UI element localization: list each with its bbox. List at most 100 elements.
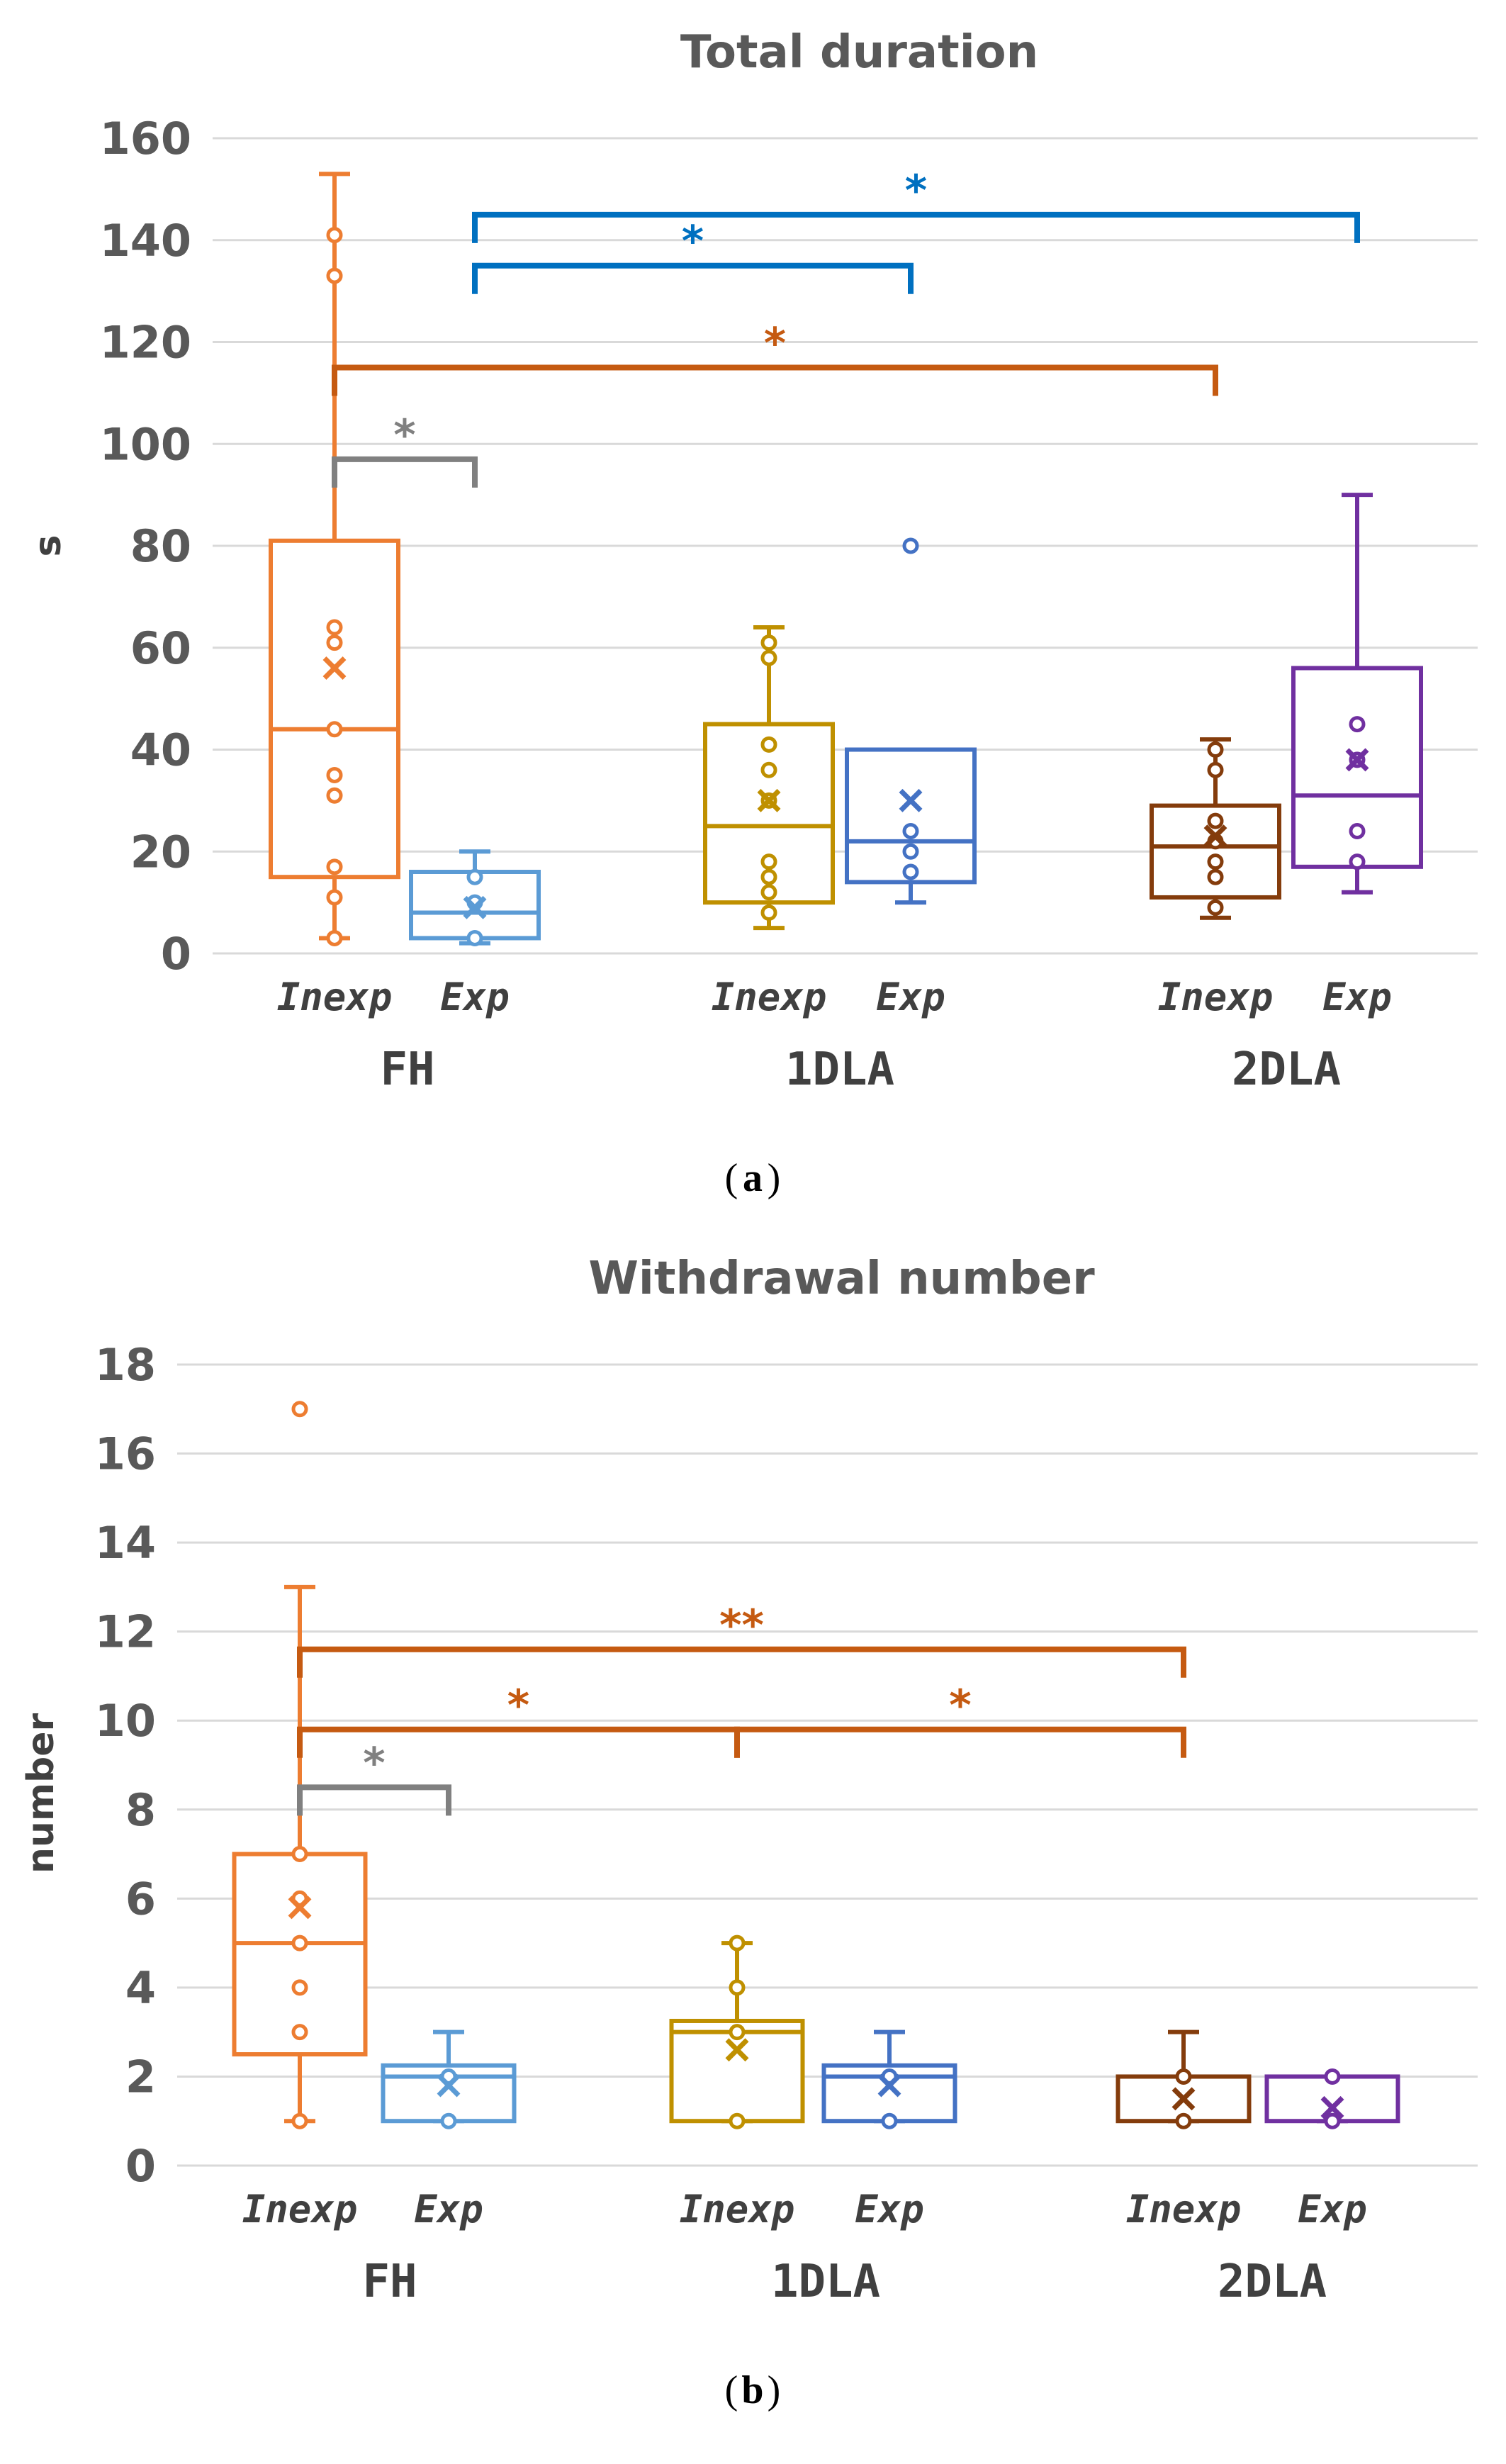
mean-marker <box>463 895 487 919</box>
chart1-caption-close: ) <box>768 1156 781 1200</box>
chart1-caption-letter: a <box>743 1156 763 1200</box>
chart2-significance-label: ** <box>719 1601 764 1650</box>
chart2-subgroup-label: Inexp <box>242 2187 358 2231</box>
chart1-y-tick-label: 80 <box>130 520 191 572</box>
data-point <box>291 1979 308 1996</box>
chart2-y-tick-label: 6 <box>125 1873 156 1925</box>
chart1-y-axis-label: s <box>27 535 69 557</box>
chart2-y-tick-label: 2 <box>125 2051 156 2102</box>
chart1-group-label: 2DLA <box>1232 1043 1341 1096</box>
data-point <box>881 2112 898 2129</box>
data-point <box>326 766 343 783</box>
data-point <box>1207 899 1224 916</box>
mean-marker <box>288 1895 312 1920</box>
chart1-title: Total duration <box>680 26 1038 79</box>
chart1-caption-open: ( <box>725 1156 738 1200</box>
data-point <box>326 721 343 738</box>
chart1-y-tick-label: 60 <box>130 622 191 674</box>
data-point <box>1349 716 1366 733</box>
data-point <box>902 843 919 860</box>
chart2-significance-bracket <box>297 1784 451 1816</box>
data-point <box>326 634 343 651</box>
mean-marker <box>322 656 347 680</box>
chart2-title: Withdrawal number <box>588 1253 1095 1305</box>
data-point <box>760 649 777 666</box>
chart1-box-1dla-exp <box>845 537 977 905</box>
chart2-caption-letter: b <box>741 2368 763 2412</box>
chart2-y-tick-label: 0 <box>125 2140 156 2192</box>
data-point <box>291 1934 308 1951</box>
chart1-subgroup-label: Inexp <box>277 975 393 1019</box>
chart2-y-tick-label: 16 <box>95 1428 156 1480</box>
chart2-significance-label: * <box>363 1738 385 1788</box>
data-point <box>1207 812 1224 829</box>
chart2-significance-bracket <box>297 1646 1186 1678</box>
data-point <box>902 537 919 554</box>
data-point <box>729 1979 746 1996</box>
data-point <box>1207 741 1224 758</box>
chart2-significance-label: * <box>507 1681 529 1730</box>
chart2-subgroup-label: Inexp <box>680 2187 795 2231</box>
chart1-subgroup-label: Inexp <box>1158 975 1274 1019</box>
chart2-y-tick-label: 4 <box>125 1962 156 2014</box>
data-point <box>1349 823 1366 839</box>
data-point <box>760 634 777 651</box>
chart1-significance-bracket <box>472 211 1360 243</box>
chart1-y-tick-label: 160 <box>100 113 191 164</box>
chart2-subgroup-label: Exp <box>414 2187 483 2231</box>
data-point <box>326 889 343 906</box>
chart1-box-fh-inexp <box>269 172 400 946</box>
chart1-subgroup-label: Inexp <box>712 975 827 1019</box>
data-point <box>902 863 919 880</box>
data-point <box>1324 2112 1341 2129</box>
chart2-box-fh-inexp <box>232 1401 368 2129</box>
data-point <box>729 1934 746 1951</box>
chart2-y-tick-label: 10 <box>95 1695 156 1747</box>
chart1-y-tick-label: 120 <box>100 317 191 369</box>
chart2-subgroup-label: Exp <box>855 2187 924 2231</box>
mean-marker <box>437 2073 461 2098</box>
chart2-box-2dla-exp <box>1264 2068 1400 2129</box>
chart2-y-tick-label: 8 <box>125 1784 156 1836</box>
chart2-box-2dla-inexp <box>1116 2029 1252 2129</box>
data-point <box>466 929 483 946</box>
chart1-subgroup-label: Exp <box>1322 975 1392 1019</box>
data-point <box>291 1401 308 1418</box>
data-point <box>1207 868 1224 885</box>
chart2-y-axis-label: number <box>20 1713 62 1874</box>
chart2-group-label: 1DLA <box>771 2256 880 2308</box>
data-point <box>326 787 343 804</box>
data-point <box>1207 853 1224 870</box>
data-point <box>440 2112 457 2129</box>
mean-marker <box>757 788 781 812</box>
chart1-significance-label: * <box>682 217 704 267</box>
chart2-box-fh-exp <box>381 2029 517 2129</box>
chart2-box-1dla-exp <box>821 2029 957 2129</box>
chart1-significance-label: * <box>905 166 927 215</box>
data-point <box>291 2024 308 2041</box>
data-point <box>1324 2068 1341 2085</box>
iqr-box <box>269 538 400 880</box>
chart2-group-label: FH <box>362 2256 417 2308</box>
chart2-y-tick-label: 12 <box>95 1606 156 1658</box>
chart1-y-tick-label: 0 <box>161 928 191 980</box>
mean-marker <box>1320 2095 1344 2119</box>
data-point <box>760 853 777 870</box>
data-point <box>326 929 343 946</box>
chart1-y-tick-label: 40 <box>130 724 191 776</box>
chart2-caption-open: ( <box>725 2368 738 2412</box>
chart1-y-tick-label: 140 <box>100 215 191 267</box>
data-point <box>326 619 343 636</box>
iqr-box <box>232 1852 368 2057</box>
data-point <box>1175 2068 1192 2085</box>
chart1-significance-bracket <box>472 262 914 294</box>
chart2-group-label: 2DLA <box>1218 2256 1327 2308</box>
data-point <box>760 761 777 778</box>
data-point <box>729 2024 746 2041</box>
data-point <box>326 858 343 875</box>
mean-marker <box>1345 748 1369 772</box>
data-point <box>466 868 483 885</box>
mean-marker <box>877 2073 901 2098</box>
data-point <box>326 227 343 244</box>
